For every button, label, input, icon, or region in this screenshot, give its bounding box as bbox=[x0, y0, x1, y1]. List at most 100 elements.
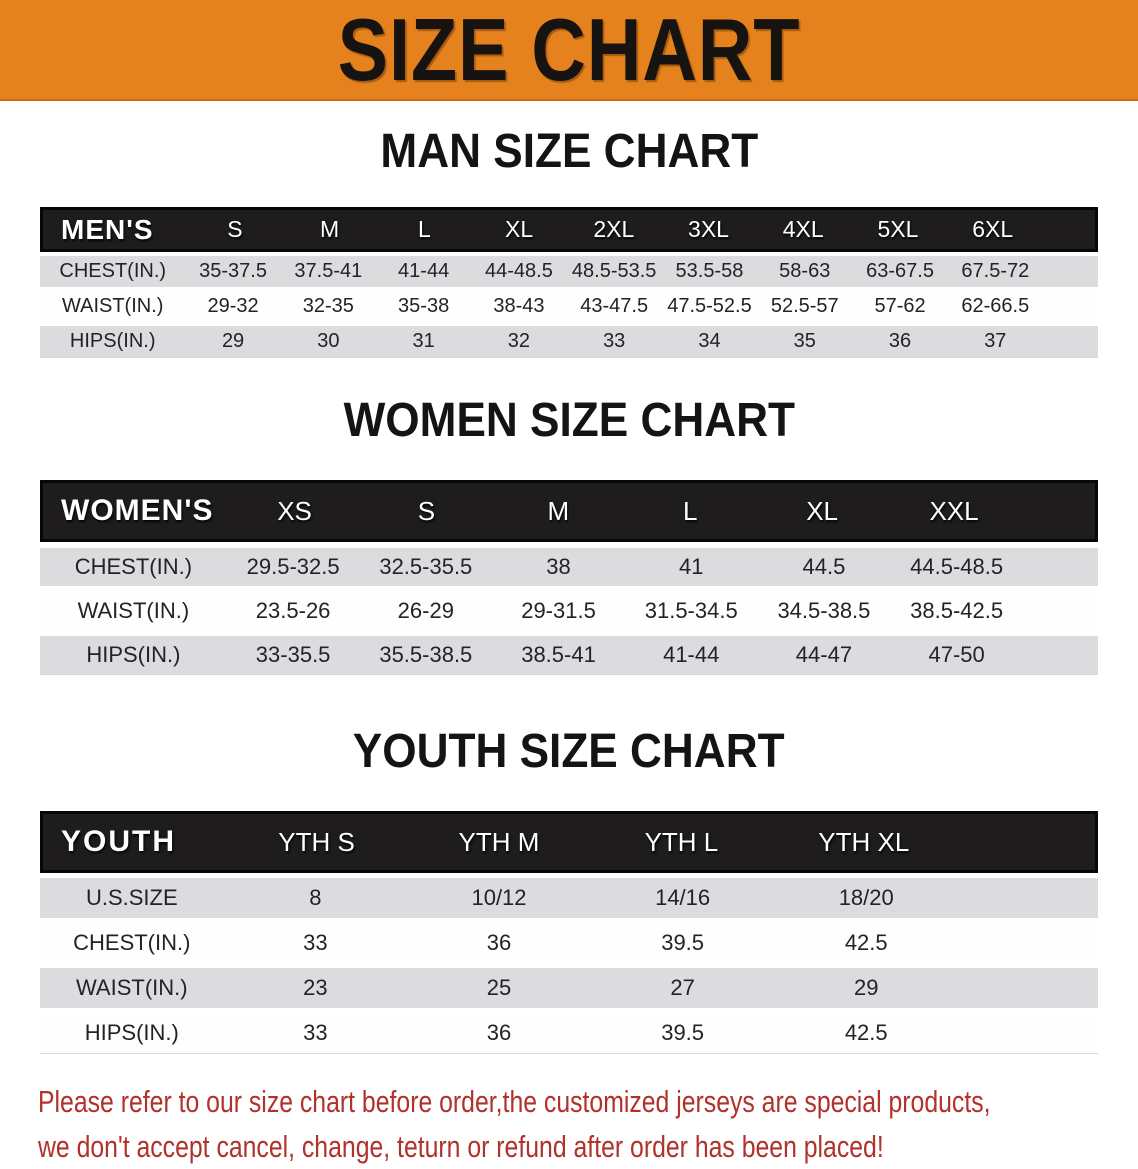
table-name-label: MEN'S bbox=[61, 213, 154, 245]
size-column-header: XXL bbox=[929, 495, 979, 526]
row-label: HIPS(IN.) bbox=[84, 1020, 179, 1045]
value-cell: 42.5 bbox=[844, 1020, 888, 1045]
page-title: SIZE CHART bbox=[337, 0, 801, 99]
row-label: WAIST(IN.) bbox=[75, 975, 188, 1000]
table-row: WAIST(IN.) 29-32 32-35 35-38 38-43 43-47.5 47.… bbox=[40, 291, 1098, 322]
table-name-label: WOMEN'S bbox=[61, 494, 214, 527]
value-cell: 33 bbox=[303, 930, 328, 955]
size-column-header: 6XL bbox=[972, 216, 1014, 242]
row-label: CHEST(IN.) bbox=[74, 554, 193, 579]
size-column-header: 5XL bbox=[877, 216, 919, 242]
table-header-row: WOMEN'S XS S M L XL XXL bbox=[40, 480, 1098, 542]
value-cell: 35-37.5 bbox=[199, 260, 267, 282]
size-column-header: M bbox=[320, 216, 340, 242]
value-cell: 41 bbox=[678, 554, 704, 579]
value-cell: 10/12 bbox=[471, 885, 527, 910]
value-cell: 38.5-42.5 bbox=[910, 598, 1004, 623]
table-row: WAIST(IN.) 23.5-26 26-29 29-31.5 31.5-34.5 34… bbox=[40, 592, 1098, 630]
notice-line-1: Please refer to our size chart before or… bbox=[38, 1084, 991, 1119]
value-cell: 29-32 bbox=[207, 295, 259, 317]
value-cell: 32-35 bbox=[302, 295, 354, 317]
value-cell: 35-38 bbox=[398, 295, 450, 317]
value-cell: 47.5-52.5 bbox=[667, 295, 752, 317]
value-cell: 29.5-32.5 bbox=[246, 554, 340, 579]
value-cell: 44-48.5 bbox=[484, 260, 553, 282]
value-cell: 47-50 bbox=[928, 642, 985, 667]
row-label: HIPS(IN.) bbox=[86, 642, 181, 667]
value-cell: 29 bbox=[853, 975, 879, 1000]
table-row: HIPS(IN.) 29 30 31 32 33 34 35 36 37 bbox=[40, 326, 1098, 357]
table-row: CHEST(IN.) 33 36 39.5 42.5 bbox=[40, 923, 1098, 963]
women-size-table: WOMEN'S XS S M L XL XXL CHEST(IN.) 29.5-32.5 32.5… bbox=[40, 480, 1098, 675]
youth-size-table: YOUTH YTH S YTH M YTH L YTH XL U.S.SIZE 8 10/12… bbox=[40, 811, 1098, 1054]
men-size-table: MEN'S S M L XL 2XL 3XL 4XL 5XL 6XL CHEST(IN.) 35-37… bbox=[40, 207, 1098, 358]
table-name-label: YOUTH bbox=[61, 825, 176, 858]
row-label: CHEST(IN.) bbox=[59, 260, 167, 282]
value-cell: 53.5-58 bbox=[675, 260, 744, 282]
value-cell: 41-44 bbox=[398, 260, 450, 282]
value-cell: 57-62 bbox=[874, 295, 926, 317]
value-cell: 44-47 bbox=[795, 642, 853, 667]
row-label: WAIST(IN.) bbox=[61, 295, 164, 317]
size-column-header: XL bbox=[505, 216, 534, 242]
women-section-heading: WOMEN SIZE CHART bbox=[0, 395, 1138, 455]
value-cell: 27 bbox=[670, 975, 695, 1000]
value-cell: 38.5-41 bbox=[521, 642, 596, 667]
value-cell: 36 bbox=[486, 1020, 512, 1045]
size-column-header: XS bbox=[277, 495, 312, 526]
value-cell: 31.5-34.5 bbox=[644, 598, 738, 623]
row-label: HIPS(IN.) bbox=[69, 330, 156, 352]
row-label: WAIST(IN.) bbox=[77, 598, 190, 623]
size-column-header: YTH S bbox=[278, 826, 355, 857]
value-cell: 36 bbox=[486, 930, 512, 955]
size-column-header: YTH M bbox=[458, 826, 540, 857]
value-cell: 58-63 bbox=[779, 260, 831, 282]
value-cell: 33-35.5 bbox=[255, 642, 331, 667]
value-cell: 32 bbox=[507, 330, 531, 352]
table-row: U.S.SIZE 8 10/12 14/16 18/20 bbox=[40, 878, 1098, 918]
table-header-row: YOUTH YTH S YTH M YTH L YTH XL bbox=[40, 811, 1098, 873]
value-cell: 14/16 bbox=[655, 885, 711, 910]
table-row: WAIST(IN.) 23 25 27 29 bbox=[40, 968, 1098, 1008]
value-cell: 18/20 bbox=[838, 885, 894, 910]
value-cell: 36 bbox=[888, 330, 912, 352]
table-row: HIPS(IN.) 33-35.5 35.5-38.5 38.5-41 41-44 44-… bbox=[40, 636, 1098, 674]
value-cell: 44.5-48.5 bbox=[910, 554, 1004, 579]
size-column-header: YTH L bbox=[644, 826, 719, 857]
value-cell: 42.5 bbox=[844, 930, 888, 955]
value-cell: 33 bbox=[303, 1020, 328, 1045]
size-column-header: L bbox=[417, 216, 431, 242]
value-cell: 8 bbox=[309, 885, 322, 910]
size-column-header: S bbox=[417, 495, 436, 526]
order-notice: Please refer to our size chart before or… bbox=[38, 1079, 1100, 1169]
size-column-header: XL bbox=[806, 495, 839, 526]
value-cell: 38-43 bbox=[493, 295, 545, 317]
value-cell: 41-44 bbox=[663, 642, 720, 667]
value-cell: 44.5 bbox=[802, 554, 846, 579]
size-column-header: YTH XL bbox=[818, 826, 910, 857]
youth-section-heading: YOUTH SIZE CHART bbox=[0, 726, 1138, 786]
value-cell: 52.5-57 bbox=[770, 295, 839, 317]
men-section-heading: MAN SIZE CHART bbox=[0, 126, 1138, 186]
value-cell: 39.5 bbox=[661, 930, 705, 955]
value-cell: 63-67.5 bbox=[866, 260, 934, 282]
value-cell: 67.5-72 bbox=[961, 260, 1030, 282]
row-label: U.S.SIZE bbox=[85, 885, 178, 910]
size-column-header: 2XL bbox=[593, 216, 635, 242]
value-cell: 38 bbox=[546, 554, 571, 579]
value-cell: 23 bbox=[303, 975, 328, 1000]
value-cell: 37 bbox=[984, 330, 1007, 352]
size-column-header: M bbox=[547, 495, 570, 526]
size-column-header: S bbox=[227, 216, 243, 242]
value-cell: 35 bbox=[793, 330, 816, 352]
value-cell: 35.5-38.5 bbox=[379, 642, 473, 667]
value-cell: 30 bbox=[317, 330, 340, 352]
value-cell: 23.5-26 bbox=[255, 598, 331, 623]
value-cell: 39.5 bbox=[661, 1020, 705, 1045]
value-cell: 29 bbox=[221, 330, 245, 352]
value-cell: 32.5-35.5 bbox=[379, 554, 473, 579]
youth-section-heading-text: YOUTH SIZE CHART bbox=[353, 725, 785, 778]
value-cell: 31 bbox=[412, 330, 435, 352]
table-row: CHEST(IN.) 35-37.5 37.5-41 41-44 44-48.5 48.5… bbox=[40, 256, 1098, 287]
